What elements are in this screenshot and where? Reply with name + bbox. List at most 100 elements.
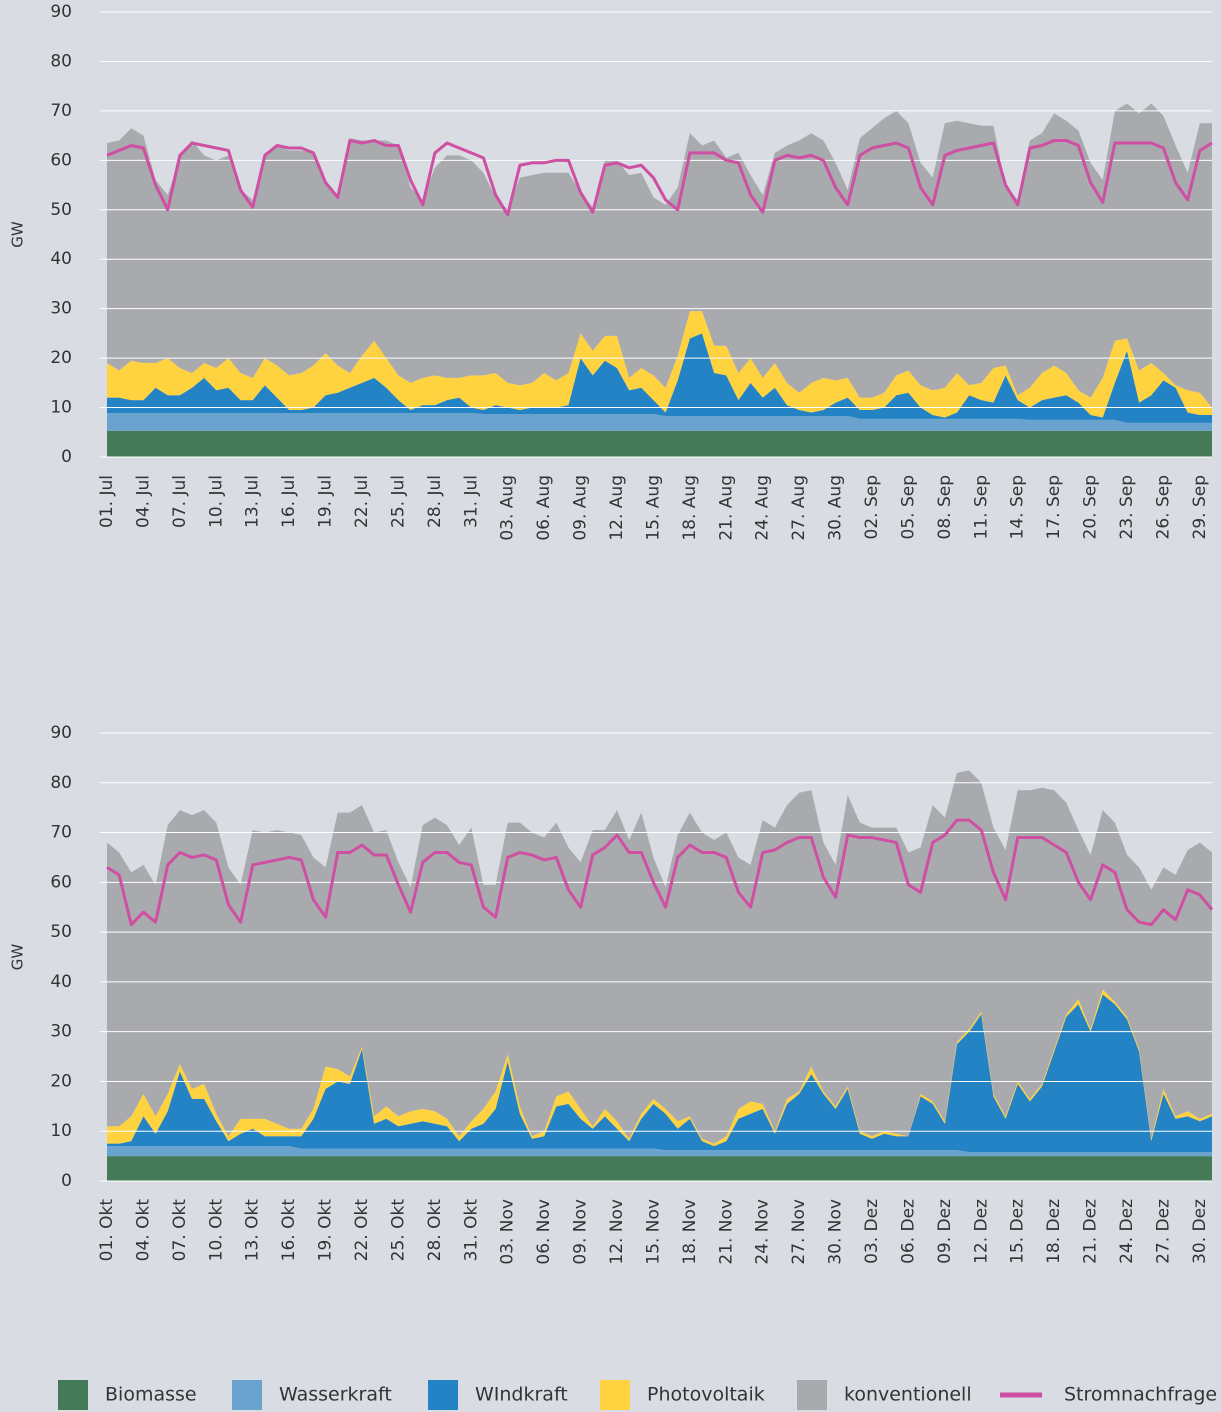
y-tick-label: 40	[50, 249, 72, 269]
x-tick-label: 30. Aug	[826, 475, 846, 541]
x-tick-label: 08. Sep	[935, 475, 955, 539]
area-layer	[107, 989, 1212, 1147]
x-tick-label: 06. Dez	[898, 1199, 918, 1264]
x-tick-label: 05. Sep	[898, 475, 918, 539]
legend-swatch	[797, 1380, 827, 1410]
x-tick-label: 10. Okt	[206, 1199, 226, 1262]
y-axis-label: GW	[9, 944, 27, 971]
x-tick-label: 21. Nov	[716, 1199, 736, 1265]
x-tick-label: 13. Jul	[243, 475, 263, 528]
y-tick-label: 70	[50, 101, 72, 121]
x-tick-label: 18. Dez	[1044, 1199, 1064, 1264]
x-tick-label: 27. Dez	[1153, 1199, 1173, 1264]
x-tick-label: 04. Jul	[133, 475, 153, 528]
x-tick-label: 17. Sep	[1044, 475, 1064, 539]
legend-swatch	[232, 1380, 262, 1410]
x-tick-label: 15. Aug	[643, 475, 663, 541]
area-layer	[107, 1156, 1212, 1181]
legend-label: Photovoltaik	[647, 1384, 765, 1406]
x-tick-label: 31. Okt	[461, 1199, 481, 1262]
x-tick-label: 13. Okt	[243, 1199, 263, 1262]
legend-label: Stromnachfrage	[1064, 1384, 1217, 1406]
y-tick-label: 20	[50, 348, 72, 368]
x-tick-label: 12. Aug	[607, 475, 627, 541]
x-tick-label: 03. Nov	[498, 1199, 518, 1265]
x-tick-label: 14. Sep	[1008, 475, 1028, 539]
y-tick-label: 10	[50, 1121, 72, 1141]
legend-label: Wasserkraft	[279, 1384, 392, 1406]
y-tick-label: 50	[50, 922, 72, 942]
x-tick-label: 21. Aug	[716, 475, 736, 541]
legend-swatch	[600, 1380, 630, 1410]
legend-swatch	[428, 1380, 458, 1410]
y-tick-label: 80	[50, 51, 72, 71]
x-tick-label: 09. Nov	[571, 1199, 591, 1265]
y-tick-label: 60	[50, 150, 72, 170]
x-tick-label: 15. Dez	[1008, 1199, 1028, 1264]
y-tick-label: 60	[50, 872, 72, 892]
x-tick-label: 30. Nov	[826, 1199, 846, 1265]
x-tick-label: 01. Okt	[97, 1199, 117, 1262]
y-tick-label: 50	[50, 200, 72, 220]
x-tick-label: 10. Jul	[206, 475, 226, 528]
x-tick-label: 03. Aug	[498, 475, 518, 541]
y-tick-label: 0	[61, 447, 72, 467]
x-tick-label: 16. Jul	[279, 475, 299, 528]
x-tick-label: 09. Dez	[935, 1199, 955, 1264]
x-tick-label: 27. Nov	[789, 1199, 809, 1265]
y-tick-label: 30	[50, 1022, 72, 1042]
x-tick-label: 18. Nov	[680, 1199, 700, 1265]
y-tick-label: 40	[50, 972, 72, 992]
area-layer	[107, 770, 1212, 1144]
x-tick-label: 27. Aug	[789, 475, 809, 541]
x-tick-label: 30. Dez	[1190, 1199, 1210, 1264]
legend-label: konventionell	[844, 1384, 972, 1406]
x-tick-label: 19. Jul	[316, 475, 336, 528]
y-tick-label: 70	[50, 823, 72, 843]
area-layer	[107, 430, 1212, 457]
x-tick-label: 22. Jul	[352, 475, 372, 528]
x-tick-label: 07. Jul	[170, 475, 190, 528]
x-tick-label: 23. Sep	[1117, 475, 1137, 539]
y-tick-label: 30	[50, 299, 72, 319]
demand-line	[106, 818, 1214, 927]
x-tick-label: 09. Aug	[571, 475, 591, 541]
legend-label: WIndkraft	[475, 1384, 568, 1406]
y-axis-label: GW	[9, 221, 27, 248]
x-tick-label: 25. Jul	[388, 475, 408, 528]
x-tick-label: 04. Okt	[133, 1199, 153, 1262]
y-tick-label: 80	[50, 773, 72, 793]
x-tick-label: 24. Aug	[753, 475, 773, 541]
x-tick-label: 16. Okt	[279, 1199, 299, 1262]
x-tick-label: 25. Okt	[388, 1199, 408, 1262]
x-tick-label: 06. Nov	[534, 1199, 554, 1265]
y-tick-label: 10	[50, 398, 72, 418]
x-tick-label: 20. Sep	[1081, 475, 1101, 539]
x-tick-label: 28. Jul	[425, 475, 445, 528]
area-layer	[107, 994, 1212, 1153]
x-tick-label: 24. Nov	[753, 1199, 773, 1265]
x-tick-label: 07. Okt	[170, 1199, 190, 1262]
x-tick-label: 02. Sep	[862, 475, 882, 539]
area-layer	[107, 311, 1212, 418]
x-tick-label: 11. Sep	[971, 475, 991, 539]
x-tick-label: 12. Dez	[971, 1199, 991, 1264]
area-layer	[107, 333, 1212, 423]
x-tick-label: 28. Okt	[425, 1199, 445, 1262]
x-tick-label: 19. Okt	[316, 1199, 336, 1262]
x-tick-label: 18. Aug	[680, 475, 700, 541]
x-tick-label: 03. Dez	[862, 1199, 882, 1264]
y-tick-label: 0	[61, 1171, 72, 1191]
x-tick-label: 06. Aug	[534, 475, 554, 541]
y-tick-label: 90	[50, 723, 72, 743]
y-tick-label: 90	[50, 2, 72, 22]
legend-label: Biomasse	[105, 1384, 197, 1406]
area-layer	[107, 412, 1212, 431]
legend-swatch	[58, 1380, 88, 1410]
x-tick-label: 15. Nov	[643, 1199, 663, 1265]
y-tick-label: 20	[50, 1071, 72, 1091]
area-layer	[107, 103, 1212, 408]
x-tick-label: 29. Sep	[1190, 475, 1210, 539]
